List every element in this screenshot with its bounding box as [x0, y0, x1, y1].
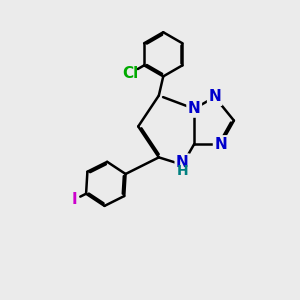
Text: N: N [214, 136, 227, 152]
Text: Cl: Cl [123, 65, 139, 80]
Text: N: N [188, 101, 200, 116]
Text: N: N [176, 155, 189, 170]
Text: I: I [71, 192, 77, 207]
Text: H: H [177, 164, 188, 178]
Text: N: N [208, 89, 221, 104]
